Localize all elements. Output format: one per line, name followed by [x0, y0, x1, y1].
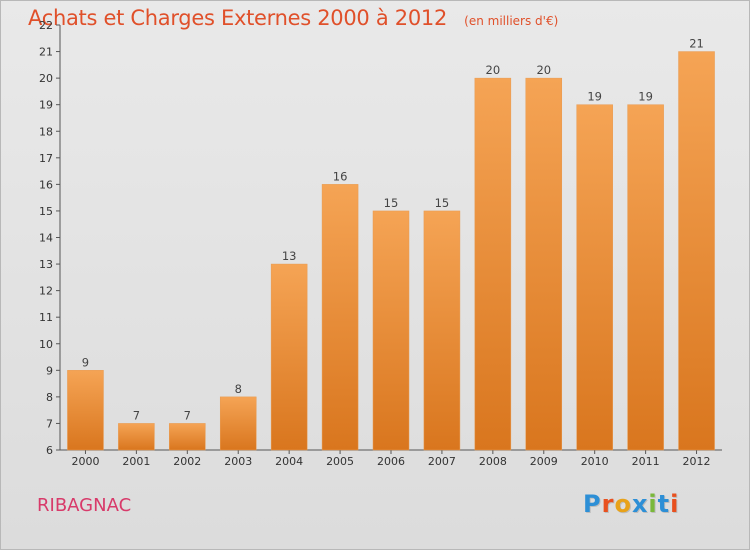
data-label-2005: 16	[333, 169, 348, 183]
x-tick-label: 2009	[530, 455, 558, 468]
y-tick-label: 11	[39, 311, 53, 324]
bar-2007	[423, 210, 461, 451]
title-row: Achats et Charges Externes 2000 à 2012 (…	[28, 6, 558, 30]
x-tick-label: 2006	[377, 455, 405, 468]
bar-2010	[576, 104, 613, 451]
y-tick-label: 17	[39, 152, 53, 165]
data-label-2000: 9	[82, 355, 89, 369]
bar-2004	[270, 263, 308, 451]
bar-2009	[525, 77, 563, 451]
data-label-2009: 20	[536, 63, 551, 77]
data-label-2001: 7	[133, 408, 140, 422]
x-tick-label: 2001	[122, 455, 150, 468]
bar-2003	[219, 396, 257, 451]
data-label-2004: 13	[282, 249, 297, 263]
data-label-2002: 7	[184, 408, 191, 422]
x-tick-label: 2012	[683, 455, 711, 468]
y-tick-label: 8	[46, 391, 53, 404]
y-tick-label: 6	[46, 444, 53, 457]
y-tick-label: 9	[46, 364, 53, 377]
y-tick-label: 10	[39, 338, 53, 351]
x-tick-label: 2005	[326, 455, 354, 468]
labels: 2000 9 2001 7 2002 7 2003 8 2004 13 2005 16 2006 15 20…	[71, 37, 710, 468]
bar-2008	[474, 77, 512, 451]
y-tick-label: 19	[39, 99, 53, 112]
x-tick-label: 2007	[428, 455, 456, 468]
bar-2002	[169, 423, 206, 451]
x-tick-label: 2002	[173, 455, 201, 468]
data-label-2008: 20	[486, 63, 501, 77]
x-tick-label: 2000	[71, 455, 99, 468]
y-tick-label: 12	[39, 285, 53, 298]
y-tick-label: 14	[39, 232, 53, 245]
y-tick-label: 22	[39, 19, 53, 32]
bar-2011	[627, 104, 664, 451]
y-tick-label: 21	[39, 46, 53, 59]
bar-2001	[118, 423, 155, 451]
bar-2000	[67, 370, 104, 451]
bars	[67, 51, 715, 451]
proxiti-logo[interactable]: Proxiti	[583, 490, 680, 518]
x-tick-label: 2010	[581, 455, 609, 468]
y-tick-label: 16	[39, 178, 53, 191]
y-tick-label: 15	[39, 205, 53, 218]
data-label-2007: 15	[435, 196, 450, 210]
data-label-2006: 15	[384, 196, 399, 210]
x-tick-label: 2003	[224, 455, 252, 468]
y-tick-label: 13	[39, 258, 53, 271]
data-label-2010: 19	[587, 90, 602, 104]
bar-2012	[678, 51, 715, 451]
chart-subtitle: (en milliers d'€)	[464, 14, 559, 28]
x-tick-label: 2008	[479, 455, 507, 468]
y-tick-label: 18	[39, 125, 53, 138]
y-tick-label: 20	[39, 72, 53, 85]
data-label-2011: 19	[638, 90, 653, 104]
data-label-2012: 21	[689, 37, 704, 51]
x-tick-label: 2011	[632, 455, 660, 468]
town-name: RIBAGNAC	[37, 495, 132, 516]
x-tick-label: 2004	[275, 455, 303, 468]
data-label-2003: 8	[235, 382, 242, 396]
bar-2006	[372, 210, 410, 451]
chart-title: Achats et Charges Externes 2000 à 2012	[28, 6, 448, 30]
y-tick-label: 7	[46, 417, 53, 430]
bar-2005	[321, 184, 359, 451]
